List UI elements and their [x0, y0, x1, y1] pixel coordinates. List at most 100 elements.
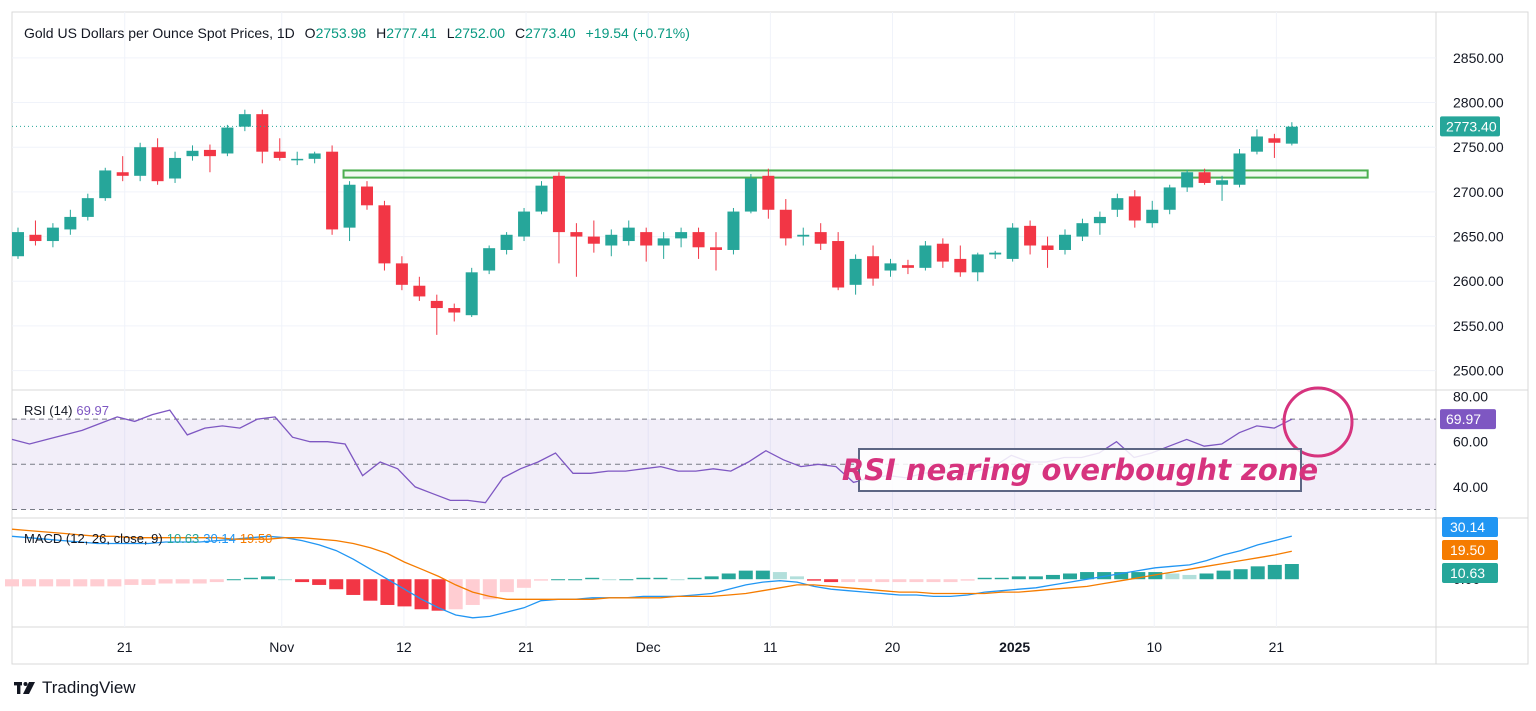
time-tick-label: 10	[1146, 639, 1162, 655]
candle-body	[657, 238, 670, 246]
macd-histogram-bar	[1199, 573, 1214, 580]
time-tick-label: 21	[117, 639, 133, 655]
rsi-legend: RSI (14) 69.97	[24, 403, 109, 418]
candle-body	[1146, 209, 1159, 224]
macd-histogram-bar	[687, 577, 702, 580]
macd-histogram-bar	[1182, 574, 1197, 580]
macd-histogram-bar	[516, 579, 531, 588]
time-tick-label: 11	[763, 639, 778, 655]
macd-histogram-bar	[243, 577, 258, 580]
time-tick-label: 21	[518, 639, 534, 655]
price-tick-label: 2650.00	[1453, 229, 1504, 245]
macd-histogram-bar	[482, 579, 497, 600]
candle-body	[710, 247, 722, 250]
macd-line	[11, 535, 1292, 619]
macd-histogram-bar	[141, 579, 156, 585]
macd-histogram-bar	[568, 579, 583, 581]
macd-histogram-bar	[1233, 569, 1248, 580]
candle-body	[1163, 187, 1176, 210]
candle-body	[29, 234, 42, 242]
candle-body	[273, 151, 286, 158]
candle-body	[518, 211, 531, 237]
macd-histogram-bar	[926, 579, 941, 583]
macd-histogram-bar	[738, 570, 753, 580]
macd-histogram-bar	[1045, 574, 1060, 580]
macd-hist-badge-text: 10.63	[1450, 565, 1485, 581]
time-tick-label: 20	[885, 639, 901, 655]
time-tick-label: 21	[1269, 639, 1285, 655]
macd-histogram-bar	[1063, 573, 1078, 580]
macd-histogram-bar	[619, 579, 634, 581]
macd-histogram-bar	[192, 579, 207, 584]
price-tick-label: 2550.00	[1453, 318, 1504, 334]
macd-hist-value: 10.63	[166, 531, 200, 546]
macd-histogram-bar	[397, 579, 412, 607]
price-tick-label: 2700.00	[1453, 184, 1504, 200]
candle-body	[692, 232, 705, 248]
candle-body	[884, 263, 897, 271]
macd-histogram-bar	[90, 579, 105, 587]
close-value: 2773.40	[525, 25, 576, 41]
candle-body	[203, 149, 216, 157]
macd-histogram-bar	[73, 579, 88, 587]
rsi-title: RSI (14)	[24, 403, 73, 418]
tradingview-logo[interactable]: TradingView	[14, 678, 136, 698]
candle-body	[1006, 227, 1019, 259]
candle-body	[483, 248, 496, 271]
candle-body	[361, 186, 373, 206]
macd-title: MACD (12, 26, close, 9)	[24, 531, 163, 546]
candle-body	[343, 184, 356, 228]
macd-histogram-bar	[499, 579, 514, 593]
candle-body	[256, 114, 269, 152]
candle-body	[1024, 225, 1037, 246]
macd-histogram-bar	[329, 579, 344, 590]
candle-body	[291, 158, 304, 161]
candle-body	[954, 258, 967, 273]
resistance-zone	[342, 169, 1369, 179]
brand-name: TradingView	[42, 678, 136, 697]
macd-histogram-bar	[1267, 564, 1282, 580]
macd-histogram-bar	[124, 579, 139, 585]
candle-body	[779, 209, 792, 239]
macd-histogram-bar	[670, 579, 685, 581]
candle-body	[1076, 223, 1089, 237]
macd-signal-badge	[1442, 540, 1498, 560]
macd-signal-badge-text: 19.50	[1450, 542, 1485, 558]
candle-body	[465, 272, 478, 316]
candle-body	[901, 265, 914, 268]
macd-histogram-bar	[875, 579, 890, 583]
macd-histogram-bar	[1148, 572, 1163, 580]
candle-body	[1111, 198, 1124, 210]
candle-body	[1216, 180, 1229, 185]
candle-body	[1181, 172, 1194, 188]
candle-body	[99, 170, 112, 199]
candle-body	[919, 245, 932, 268]
rsi-annotation-box: RSI nearing overbought zone	[842, 448, 1318, 492]
low-label: L	[446, 25, 455, 41]
candle-body	[430, 300, 443, 309]
candle-body	[605, 234, 618, 246]
macd-line-value: 30.14	[203, 531, 236, 546]
macd-histogram-bar	[551, 579, 566, 581]
time-tick-label: Nov	[269, 639, 294, 655]
candle-body	[552, 175, 565, 233]
macd-histogram-bar	[22, 579, 37, 587]
chart-grid	[11, 11, 1529, 665]
macd-histogram-bar	[175, 579, 190, 584]
macd-histogram-bar	[312, 579, 327, 585]
macd-histogram-bar	[994, 577, 1009, 580]
change-value: +19.54 (+0.71%)	[585, 25, 690, 41]
candle-body	[1041, 245, 1054, 250]
rsi-tick-label: 60.00	[1453, 434, 1488, 450]
macd-histogram-bar	[1011, 576, 1026, 580]
time-tick-label: Dec	[636, 639, 661, 655]
time-tick-label: 12	[396, 639, 412, 655]
candle-body	[1093, 216, 1106, 224]
candle-body	[1250, 136, 1263, 152]
time-tick-label: 2025	[999, 639, 1030, 655]
candle-body	[326, 151, 339, 230]
rsi-annotation-text: RSI nearing overbought zone	[841, 453, 1319, 487]
candle-body	[1198, 172, 1211, 183]
candle-body	[867, 256, 880, 279]
